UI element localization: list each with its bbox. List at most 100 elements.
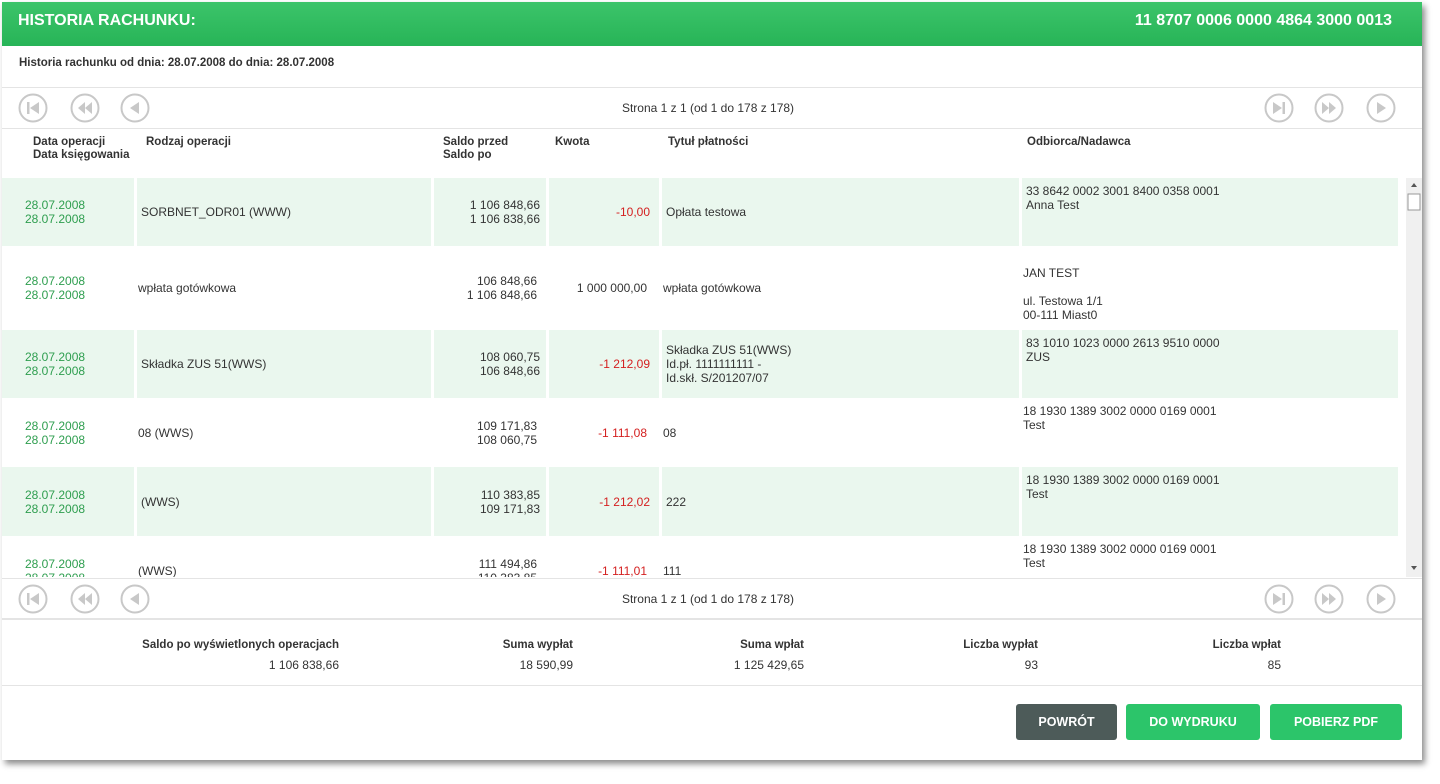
period: Historia rachunku od dnia: 28.07.2008 do… <box>19 57 335 69</box>
pager-button[interactable] <box>18 93 48 123</box>
summary-label: Suma wypłat <box>502 639 573 651</box>
amount-cell: 1 000 000,00 <box>546 246 651 330</box>
balance-cell: 111 494,86110 383,85 <box>431 536 541 578</box>
date: 28.07.2008 <box>25 212 86 226</box>
pager: Strona 1 z 1 (od 1 do 178 z 178) <box>2 87 1422 129</box>
title-cell: Opłata testowa <box>659 178 1020 246</box>
party-cell: JAN TEST ul. Testowa 1/1 00-111 Miast0 <box>1019 246 1398 330</box>
summary-value: 18 590,99 <box>519 658 573 672</box>
party-line: Anna Test <box>1026 198 1080 212</box>
summary-label: Liczba wpłat <box>1212 639 1281 651</box>
operation-type: (WWS) <box>138 563 177 578</box>
party-line: 83 1010 1023 0000 2613 9510 0000 <box>1026 336 1220 350</box>
pager-button[interactable] <box>1264 93 1294 123</box>
page-info: Strona 1 z 1 (od 1 do 178 z 178) <box>621 101 795 115</box>
title-line: wpłata gotówkowa <box>663 281 762 295</box>
header-line: Odbiorca/Nadawca <box>1027 136 1131 148</box>
party-line: 00-111 Miast0 <box>1023 308 1098 322</box>
party-line: ZUS <box>1026 350 1050 364</box>
date: 28.07.2008 <box>25 487 86 502</box>
account-history: HISTORIA RACHUNKU: 11 8707 0006 0000 486… <box>2 2 1422 760</box>
date: 28.07.2008 <box>25 364 86 378</box>
balance: 110 383,85 <box>431 571 537 578</box>
pager-button[interactable] <box>1314 93 1344 123</box>
column-header: Rodzaj operacji <box>146 136 231 149</box>
title-line: Id.skł. S/201207/07 <box>666 371 769 385</box>
pager-button[interactable] <box>70 584 100 614</box>
page-info: Strona 1 z 1 (od 1 do 178 z 178) <box>621 592 795 606</box>
party-line: 18 1930 1389 3002 0000 0169 0001 <box>1026 473 1220 487</box>
party-line: Test <box>1023 556 1046 570</box>
party-cell: 18 1930 1389 3002 0000 0169 0001 Test <box>1019 536 1398 577</box>
header: HISTORIA RACHUNKU: 11 8707 0006 0000 486… <box>2 2 1422 46</box>
table-row: 28.07.2008 28.07.2008 (WWS) 110 383,85 109 1… <box>2 467 1398 536</box>
date: 28.07.2008 <box>25 556 86 571</box>
party-line: 33 8642 0002 3001 8400 0358 0001 <box>1026 184 1220 198</box>
party-line: Test <box>1026 487 1049 501</box>
scrollbar[interactable] <box>1406 178 1422 577</box>
button[interactable]: POBIERZ PDF <box>1270 704 1402 740</box>
operation-type: SORBNET_ODR01 (WWW) <box>141 205 291 219</box>
summary-value: 1 125 429,65 <box>733 658 804 672</box>
title: HISTORIA RACHUNKU: <box>18 12 196 29</box>
column-header: Tytuł płatności <box>668 136 748 149</box>
party-line: ul. Testowa 1/1 <box>1023 294 1103 308</box>
date: 28.07.2008 <box>25 432 86 447</box>
button[interactable]: DO WYDRUKU <box>1126 704 1260 740</box>
pager-button[interactable] <box>120 93 150 123</box>
balance: 108 060,75 <box>479 350 540 364</box>
type-cell: (WWS) <box>134 467 431 536</box>
summary-item: Liczba wypłat 93 <box>963 635 1038 675</box>
title-line: Opłata testowa <box>666 205 747 219</box>
summary-label: Suma wpłat <box>740 639 804 651</box>
pager-button[interactable] <box>1366 93 1396 123</box>
balance: 111 494,86 <box>478 556 537 571</box>
summary-value: 85 <box>1267 658 1281 672</box>
summary-item: Suma wypłat 18 590,99 <box>503 635 573 675</box>
balance: 1 106 838,66 <box>469 212 540 226</box>
balance-cell: 110 383,85 109 171,83 <box>431 467 544 536</box>
date: 28.07.2008 <box>25 274 86 288</box>
amount-cell: -1 111,01 <box>546 536 651 578</box>
header-line: Kwota <box>555 136 590 148</box>
header-line: Saldo przed <box>443 136 509 148</box>
party-line: Test <box>1023 418 1046 432</box>
type-cell: wpłata gotówkowa <box>134 246 428 330</box>
party-cell: 18 1930 1389 3002 0000 0169 0001 Test <box>1019 398 1398 467</box>
date: 28.07.2008 <box>25 418 86 433</box>
pager-button[interactable] <box>1366 584 1396 614</box>
pager-button[interactable] <box>70 93 100 123</box>
balance: 109 171,83 <box>479 501 540 516</box>
pager-button[interactable] <box>18 584 48 614</box>
title-line: 08 <box>663 425 677 440</box>
column-header: Data operacji Data księgowania <box>33 136 130 162</box>
pager-button[interactable] <box>1264 584 1294 614</box>
table-row: 28.07.2008 28.07.2008 08 (WWS) 109 171,83 10… <box>2 398 1398 467</box>
summary: Saldo po wyświetlonych operacjach 1 106 8… <box>2 618 1422 686</box>
header-line: Rodzaj operacji <box>146 136 231 148</box>
title-cell: wpłata gotówkowa <box>659 246 1017 330</box>
balance: 110 383,85 <box>480 487 540 502</box>
pager-button[interactable] <box>120 584 150 614</box>
operation-type: 08 (WWS) <box>138 425 194 440</box>
operation-type: (WWS) <box>141 494 180 509</box>
pager: Strona 1 z 1 (od 1 do 178 z 178) <box>2 578 1422 620</box>
amount-cell: -10,00 <box>546 178 654 246</box>
amount-cell: -1 111,08 <box>546 398 651 467</box>
amount: -10,00 <box>615 205 650 219</box>
balance: 108 060,75 <box>476 432 537 447</box>
summary-item: Suma wpłat 1 125 429,65 <box>734 635 804 675</box>
party-line: JAN TEST <box>1023 266 1080 280</box>
title-cell: 111 <box>659 536 1017 578</box>
button[interactable]: POWRÓT <box>1016 704 1117 740</box>
balance-cell: 109 171,83 108 060,75 <box>431 398 541 467</box>
header-line: Data operacji <box>33 136 106 148</box>
header-line: Tytuł płatności <box>668 136 749 148</box>
balance-cell: 108 060,75 106 848,66 <box>431 330 544 398</box>
pager-button[interactable] <box>1314 584 1344 614</box>
table-body: 28.07.2008 28.07.2008 SORBNET_ODR01 (WWW) 1… <box>2 178 1406 577</box>
